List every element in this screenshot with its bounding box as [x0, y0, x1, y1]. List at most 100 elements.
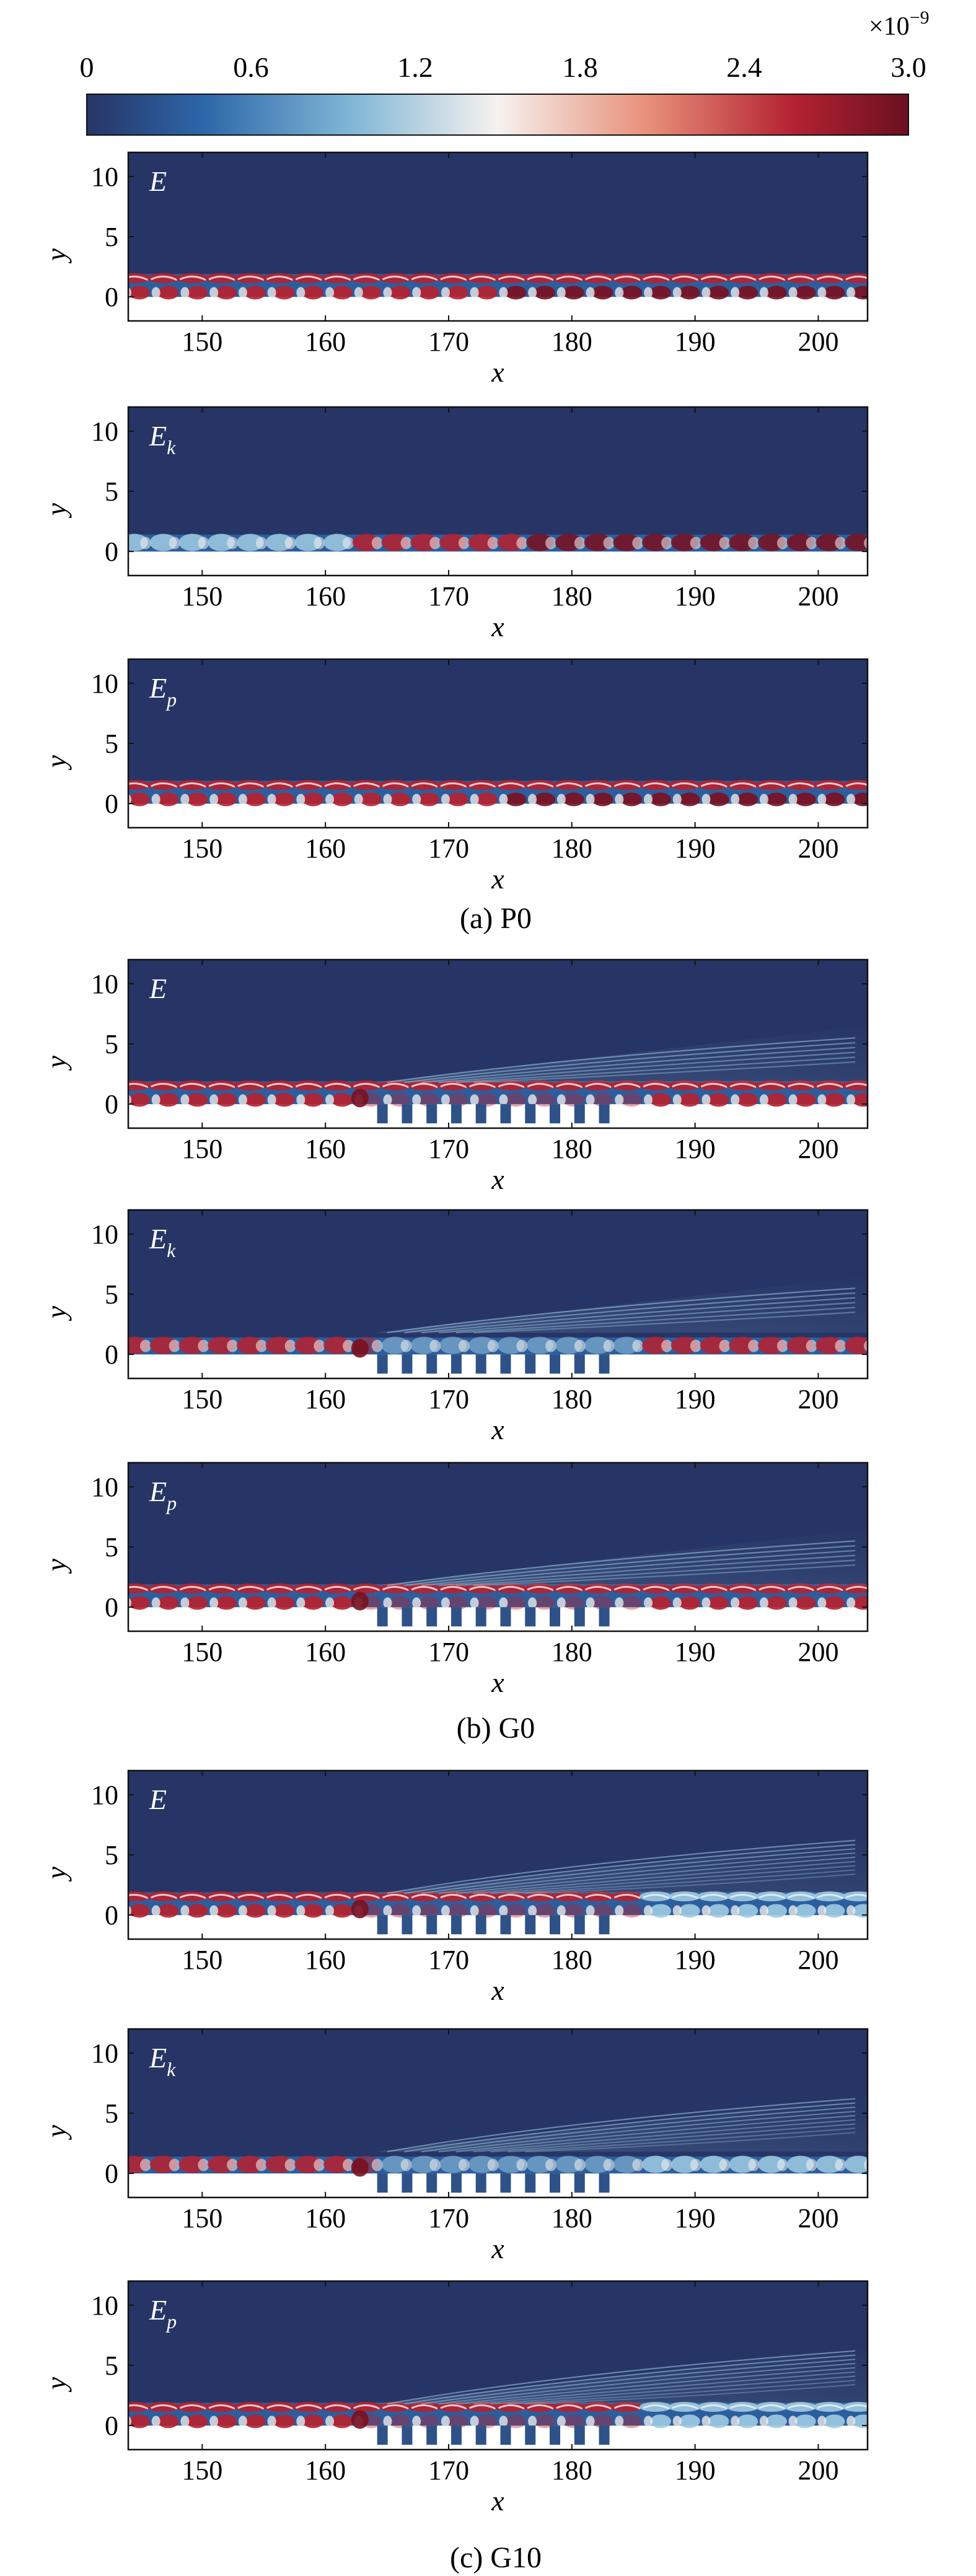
wave-crest [234, 2402, 266, 2412]
wave-crest [784, 1080, 817, 1091]
vortex-highlight [458, 537, 470, 550]
wall-gap [556, 2416, 566, 2427]
grating-block [426, 2425, 437, 2445]
vortex-highlight [603, 1339, 615, 1352]
wave-crest [813, 1891, 846, 1902]
wall-blob [853, 1596, 868, 1610]
wave-line [700, 782, 728, 788]
wave-line [584, 782, 612, 788]
wall-blob [621, 1093, 643, 1107]
wave-line [584, 1893, 612, 1899]
wave-line [758, 1082, 786, 1089]
wall-blob [737, 792, 758, 807]
wave-line [440, 2404, 467, 2410]
panel-P0-Ep: 150 160 170 180 190 200 0 5 10 x y Ep [40, 658, 869, 895]
wall-gap [731, 287, 740, 299]
wall-blob [592, 1093, 613, 1107]
x-tick-label: 160 [305, 833, 346, 864]
wall-gap [296, 1905, 306, 1917]
vortex-highlight [661, 537, 673, 550]
vortex-highlight [661, 2158, 673, 2171]
colorbar-multiplier-exponent: −9 [910, 7, 930, 28]
wave-crest [784, 780, 817, 791]
wave-line [266, 1082, 294, 1089]
wall-gap [383, 287, 392, 299]
wave-crest [379, 1891, 411, 1902]
wave-crest [813, 273, 846, 284]
wall-gap [731, 1905, 740, 1917]
x-tick-label: 150 [182, 326, 222, 357]
wall-gap [499, 1597, 508, 1609]
wall-gap [759, 287, 768, 299]
wall-gap [788, 1597, 798, 1609]
wave-line [845, 1585, 868, 1591]
wave-line [527, 1893, 554, 1899]
wall-blob [244, 792, 266, 807]
group-caption: (a) P0 [460, 902, 532, 935]
wall-blob [824, 792, 845, 807]
grating-block [451, 1354, 462, 1374]
wall-blob [534, 286, 556, 300]
grating-block [475, 2425, 486, 2445]
wave-crest [321, 1891, 354, 1902]
wave-line [468, 1585, 496, 1592]
wave-line [643, 1082, 670, 1089]
wave-line [353, 1082, 380, 1089]
x-tick-label: 170 [428, 1134, 469, 1164]
wave-crest [205, 780, 238, 791]
vortex-highlight [314, 1339, 325, 1352]
x-tick-label: 150 [182, 581, 222, 611]
vortex-highlight [284, 537, 296, 550]
wall-blob [216, 1093, 237, 1107]
wall-blob [418, 286, 440, 300]
wave-crest [610, 273, 643, 284]
wave-crest [379, 2402, 411, 2412]
wave-line [208, 1893, 235, 1899]
y-tick-label: 10 [91, 2290, 118, 2321]
wall-blob [650, 2414, 672, 2429]
wave-line [128, 1585, 149, 1592]
wall-gap [470, 2416, 479, 2427]
wall-blob [128, 286, 150, 300]
wall-gap [528, 794, 537, 805]
wall-gap [672, 2416, 682, 2427]
panel-label: Ep [149, 672, 177, 711]
wave-line [498, 782, 525, 788]
wave-crest [465, 1080, 498, 1091]
x-tick-label: 170 [428, 326, 469, 357]
grating-block [402, 1104, 413, 1124]
panel-G10-Ek: 150 160 170 180 190 200 0 5 10 x y Ek [40, 2028, 869, 2264]
wave-line [498, 275, 525, 281]
vortex-highlight [400, 2158, 412, 2171]
wall-blob [187, 286, 208, 300]
y-axis-label: y [40, 1305, 72, 1321]
x-axis-label: x [491, 1163, 504, 1195]
wave-line [266, 2404, 294, 2410]
wave-crest [784, 273, 817, 284]
energy-field [128, 152, 868, 321]
colorbar-tick-label: 1.8 [562, 51, 598, 83]
wall-gap [556, 794, 566, 805]
wall-blob [853, 1904, 868, 1918]
wall-gap [296, 794, 306, 805]
wave-crest [436, 1080, 469, 1091]
wave-crest [263, 780, 296, 791]
wall-gap [556, 287, 566, 299]
wall-blob [853, 286, 868, 300]
vortex-highlight [806, 2158, 817, 2171]
wave-crest [234, 1584, 266, 1594]
vortex-highlight [864, 2159, 868, 2171]
wall-blob [737, 1904, 758, 1918]
wall-gap [151, 794, 160, 805]
wall-region [128, 1354, 868, 1378]
wave-line [208, 1585, 235, 1592]
wave-line [382, 275, 410, 281]
wall-blob [418, 2414, 440, 2429]
vortex-blob [845, 2155, 868, 2173]
wall-blob [708, 1093, 729, 1107]
wave-line [128, 1082, 149, 1089]
wave-crest [176, 1584, 209, 1594]
wall-gap [731, 794, 740, 805]
wall-blob [794, 1904, 816, 1918]
panel-label-base: E [149, 672, 167, 704]
